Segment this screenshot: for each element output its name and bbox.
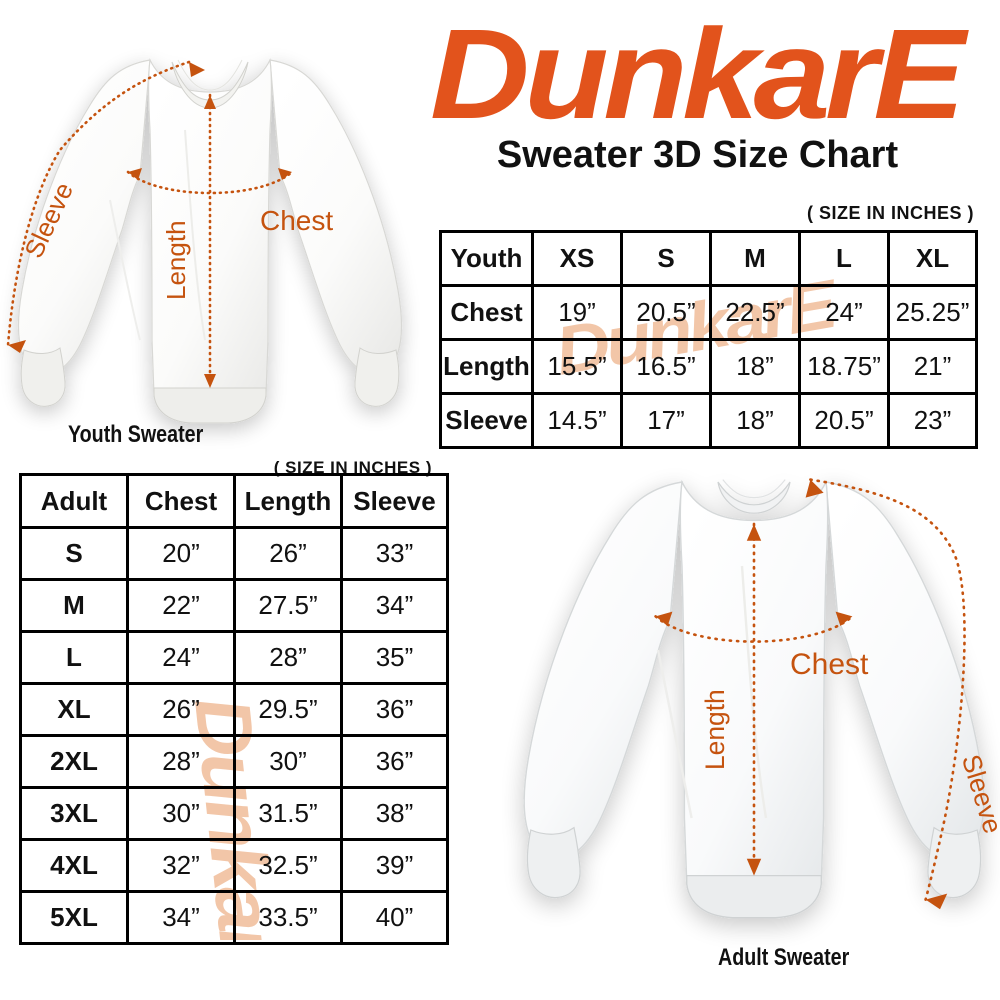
svg-text:Chest: Chest bbox=[790, 648, 869, 681]
svg-text:DunkarE: DunkarE bbox=[430, 3, 969, 146]
svg-text:Chest: Chest bbox=[260, 205, 333, 236]
svg-text:Length: Length bbox=[700, 689, 730, 770]
svg-text:Length: Length bbox=[161, 220, 191, 300]
